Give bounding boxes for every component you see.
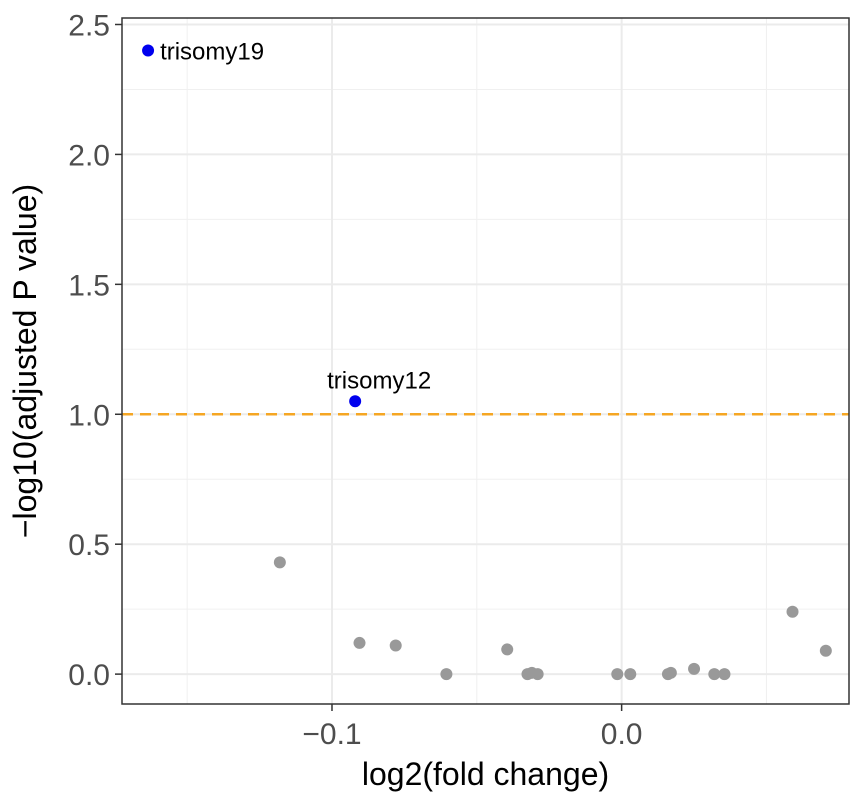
data-point <box>664 666 677 679</box>
data-point <box>819 644 832 657</box>
data-point <box>611 668 624 681</box>
data-point <box>688 662 701 675</box>
x-tick-label: −0.1 <box>302 718 361 751</box>
x-tick-label: 0.0 <box>601 718 643 751</box>
x-axis-ticks: −0.1 0.0 <box>302 704 642 751</box>
data-point <box>353 636 366 649</box>
y-tick-label: 0.5 <box>68 529 110 562</box>
plot-panel-border <box>121 17 850 705</box>
data-point-significant <box>349 395 362 408</box>
y-tick-label: 1.0 <box>68 399 110 432</box>
point-label: trisomy12 <box>327 367 431 394</box>
y-tick-label: 0.0 <box>68 659 110 692</box>
y-tick-label: 1.5 <box>68 269 110 302</box>
y-tick-label: 2.0 <box>68 139 110 172</box>
major-gridlines <box>122 18 849 704</box>
point-label: trisomy19 <box>160 38 264 65</box>
points-layer <box>142 44 832 681</box>
y-axis-title: −log10(adjusted P value) <box>7 184 43 538</box>
data-point <box>273 556 286 569</box>
point-labels: trisomy19 trisomy12 <box>160 38 431 394</box>
data-point <box>708 668 721 681</box>
data-point <box>624 668 637 681</box>
data-point <box>718 668 731 681</box>
data-point <box>501 643 514 656</box>
minor-gridlines <box>122 18 849 704</box>
y-axis-ticks: 0.0 0.5 1.0 1.5 2.0 2.5 <box>68 9 122 692</box>
data-point <box>786 605 799 618</box>
data-point <box>389 639 402 652</box>
y-tick-label: 2.5 <box>68 9 110 42</box>
data-point <box>531 668 544 681</box>
x-axis-title: log2(fold change) <box>362 756 609 792</box>
data-point <box>440 668 453 681</box>
data-point-significant <box>142 44 155 57</box>
